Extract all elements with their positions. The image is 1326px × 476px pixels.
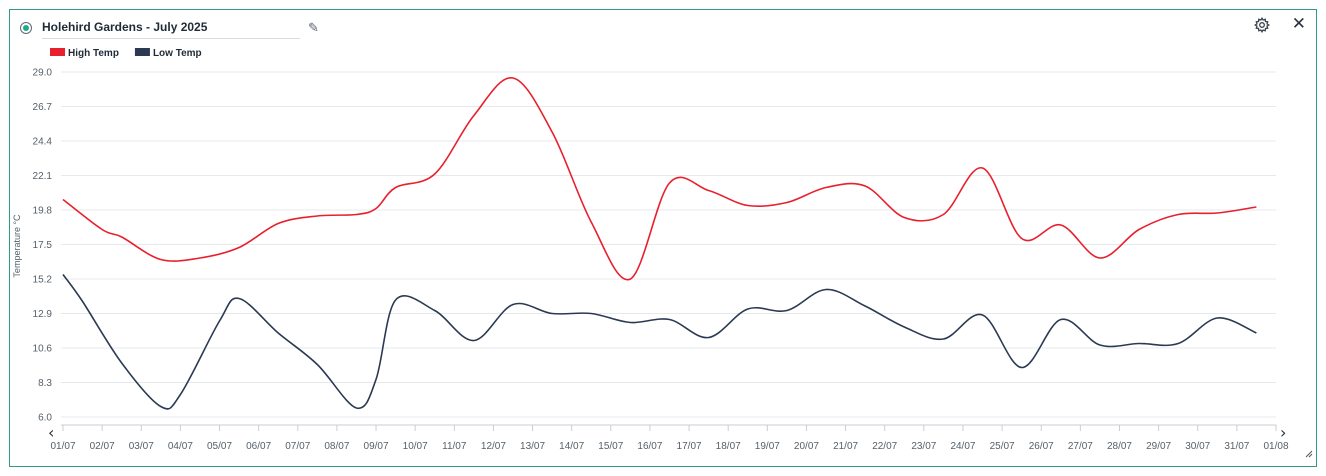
x-tick-label: 20/07 bbox=[794, 441, 819, 452]
x-tick-label: 28/07 bbox=[1107, 441, 1132, 452]
x-tick-label: 09/07 bbox=[364, 441, 389, 452]
y-tick-label: 10.6 bbox=[33, 344, 53, 355]
x-tick-label: 14/07 bbox=[559, 441, 584, 452]
x-tick-label: 16/07 bbox=[637, 441, 662, 452]
x-tick-label: 15/07 bbox=[598, 441, 623, 452]
x-axis-ticks: 01/07 02/07 03/07 04/07 05/07 06/07 07/07 08/07… bbox=[50, 425, 1289, 452]
y-axis-ticks: 29.0 26.7 24.4 22.1 19.8 17.5 15.2 12.9 10.6 8.3 6… bbox=[33, 68, 53, 424]
x-tick-label: 31/07 bbox=[1224, 441, 1249, 452]
series-line-high-temp[interactable] bbox=[62, 77, 1257, 281]
x-tick-label: 05/07 bbox=[207, 441, 232, 452]
y-tick-label: 29.0 bbox=[33, 68, 53, 79]
chart-widget: Holehird Gardens - July 2025 ✎ ✕ bbox=[9, 9, 1317, 467]
y-tick-label: 15.2 bbox=[33, 275, 53, 286]
y-tick-label: 19.8 bbox=[33, 206, 53, 217]
x-tick-label: 10/07 bbox=[403, 441, 428, 452]
y-axis-label: Temperature °C bbox=[12, 214, 22, 278]
close-icon[interactable]: ✕ bbox=[1291, 14, 1306, 33]
y-tick-label: 17.5 bbox=[33, 240, 53, 251]
x-tick-label: 07/07 bbox=[285, 441, 310, 452]
x-tick-label: 03/07 bbox=[129, 441, 154, 452]
legend-swatch-low-temp[interactable] bbox=[134, 48, 150, 56]
series-line-low-temp[interactable] bbox=[62, 274, 1257, 410]
pencil-icon[interactable]: ✎ bbox=[308, 20, 319, 35]
x-tick-label: 06/07 bbox=[246, 441, 271, 452]
resize-handle-icon[interactable] bbox=[1305, 445, 1313, 463]
x-tick-label: 24/07 bbox=[950, 441, 975, 452]
y-tick-label: 8.3 bbox=[38, 378, 52, 389]
legend-swatch-high-temp[interactable] bbox=[50, 48, 65, 56]
y-tick-label: 22.1 bbox=[33, 171, 53, 182]
gridlines bbox=[61, 71, 1276, 426]
widget-title: Holehird Gardens - July 2025 bbox=[42, 19, 208, 34]
status-dot-icon[interactable] bbox=[20, 22, 32, 34]
y-tick-label: 12.9 bbox=[33, 309, 53, 320]
title-field[interactable]: Holehird Gardens - July 2025 bbox=[42, 18, 300, 39]
x-tick-label: 01/08 bbox=[1263, 441, 1288, 452]
y-tick-label: 26.7 bbox=[33, 102, 53, 113]
x-tick-label: 29/07 bbox=[1146, 441, 1171, 452]
x-tick-label: 22/07 bbox=[872, 441, 897, 452]
x-tick-label: 25/07 bbox=[990, 441, 1015, 452]
prev-arrow-icon[interactable]: ‹ bbox=[48, 423, 54, 442]
x-tick-label: 23/07 bbox=[911, 441, 936, 452]
legend: High Temp Low Temp bbox=[50, 48, 202, 59]
x-tick-label: 02/07 bbox=[90, 441, 115, 452]
gear-icon[interactable] bbox=[1253, 16, 1271, 38]
x-tick-label: 08/07 bbox=[324, 441, 349, 452]
y-tick-label: 6.0 bbox=[38, 413, 52, 424]
x-tick-label: 30/07 bbox=[1185, 441, 1210, 452]
x-tick-label: 13/07 bbox=[520, 441, 545, 452]
x-tick-label: 11/07 bbox=[442, 441, 467, 452]
x-tick-label: 18/07 bbox=[716, 441, 741, 452]
x-tick-label: 12/07 bbox=[481, 441, 506, 452]
x-tick-label: 04/07 bbox=[168, 441, 193, 452]
widget-header: Holehird Gardens - July 2025 bbox=[20, 17, 300, 39]
legend-label-low-temp[interactable]: Low Temp bbox=[153, 48, 202, 59]
series-lines bbox=[62, 77, 1257, 410]
legend-label-high-temp[interactable]: High Temp bbox=[68, 48, 119, 59]
x-tick-label: 01/07 bbox=[50, 441, 75, 452]
y-tick-label: 24.4 bbox=[33, 137, 53, 148]
x-tick-label: 27/07 bbox=[1068, 441, 1093, 452]
x-tick-label: 17/07 bbox=[677, 441, 702, 452]
next-arrow-icon[interactable]: › bbox=[1280, 423, 1286, 442]
x-tick-label: 26/07 bbox=[1029, 441, 1054, 452]
x-tick-label: 21/07 bbox=[833, 441, 858, 452]
x-tick-label: 19/07 bbox=[755, 441, 780, 452]
